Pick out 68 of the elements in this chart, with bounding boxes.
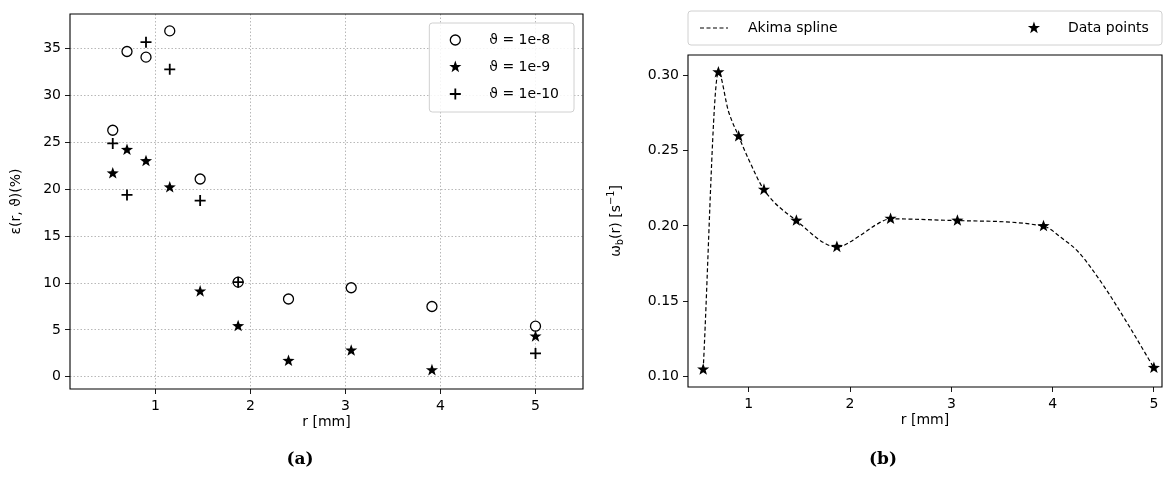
x-tick-label: 3 (946, 395, 956, 412)
x-axis-title: r [mm] (900, 410, 950, 427)
y-tick-label: 10 (43, 273, 61, 290)
point (194, 285, 207, 297)
x-tick-label: 4 (436, 397, 446, 414)
y-tick-label: 0.25 (647, 141, 679, 158)
point (712, 65, 725, 78)
point (830, 240, 843, 253)
legend-label: ϑ = 1e-9 (489, 57, 551, 74)
x-tick-label: 3 (341, 397, 350, 414)
point (757, 183, 771, 195)
x-axis-title: r [mm] (302, 412, 351, 429)
legend-label: ϑ = 1e-8 (489, 30, 551, 47)
point (884, 212, 897, 224)
y-tick-label: 5 (52, 320, 61, 337)
x-tick-label: 5 (1149, 395, 1159, 412)
y-axis-title: ε(r, ϑ)(%) (6, 168, 23, 235)
point (697, 363, 710, 375)
point (1147, 361, 1160, 374)
point (120, 143, 134, 156)
y-tick-label: 0.10 (647, 367, 679, 384)
point (951, 214, 964, 226)
legend-label: ϑ = 1e-10 (489, 84, 559, 101)
x-tick-label: 4 (1048, 395, 1058, 412)
x-tick-label: 5 (531, 397, 540, 414)
point (345, 282, 357, 294)
x-tick-label: 2 (845, 395, 855, 412)
point (139, 35, 153, 49)
point (425, 363, 439, 376)
point (282, 293, 295, 305)
point (107, 124, 119, 136)
point (232, 319, 245, 332)
x-tick-label: 2 (246, 397, 255, 414)
point (164, 25, 176, 37)
legend-label: Data points (1067, 18, 1149, 35)
point (1037, 219, 1050, 232)
text: (b) (868, 448, 898, 468)
point (732, 129, 745, 142)
point (121, 45, 133, 58)
point (426, 300, 438, 313)
point (106, 166, 119, 179)
y-tick-label: 25 (43, 133, 61, 150)
point (139, 154, 153, 167)
y-tick-label: 20 (43, 179, 61, 196)
y-tick-label: 0 (52, 367, 61, 384)
y-tick-label: 30 (43, 86, 61, 103)
y-tick-label: 15 (43, 226, 61, 243)
point (345, 344, 358, 356)
y-tick-label: 0.30 (647, 65, 679, 82)
point (106, 136, 120, 150)
y-tick-label: 35 (43, 39, 61, 56)
point (529, 346, 542, 360)
x-tick-label: 1 (744, 395, 754, 412)
point (529, 330, 542, 342)
point (282, 354, 295, 367)
point (529, 320, 542, 332)
point (193, 194, 207, 207)
x-tick-label: 1 (151, 397, 160, 414)
y-tick-label: 0.20 (647, 216, 679, 233)
point (194, 173, 206, 185)
point (163, 62, 177, 76)
y-tick-label: 0.15 (647, 291, 679, 308)
text: (a) (285, 448, 315, 468)
point (120, 188, 134, 202)
point (140, 51, 152, 63)
legend-label: Akima spline (748, 18, 838, 35)
point (163, 181, 176, 193)
y-axis-title: ωb(r) [s−1] (604, 185, 625, 257)
